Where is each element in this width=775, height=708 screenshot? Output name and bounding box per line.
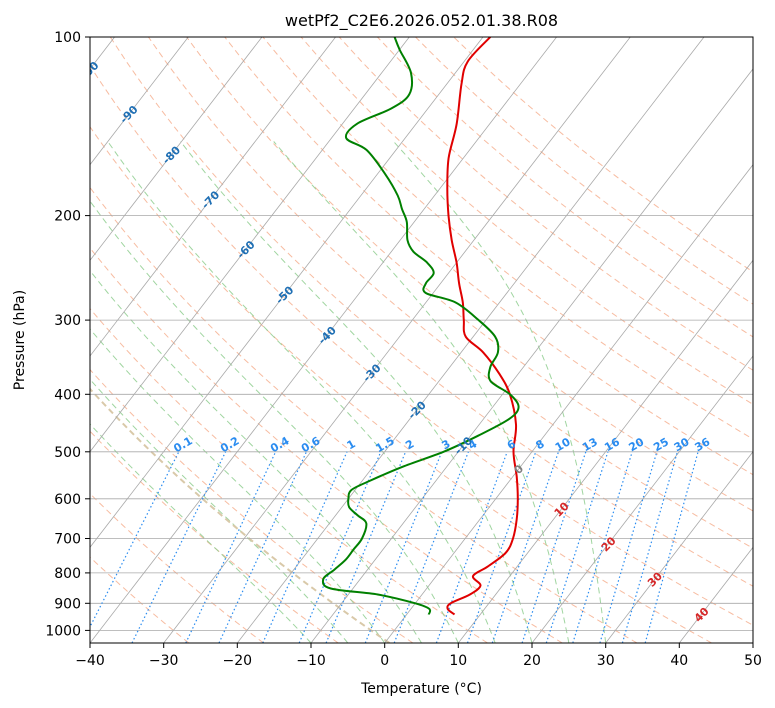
y-tick-label: 1000 (45, 623, 81, 639)
isotherm-line (457, 259, 753, 643)
dry-adiabat-line (90, 307, 488, 643)
y-tick-label: 300 (54, 313, 81, 329)
isotherm-line (236, 37, 705, 643)
chart-grid (90, 37, 753, 643)
x-tick-label: −30 (149, 653, 179, 669)
mixing-ratio-line (185, 451, 277, 643)
mixing-ratio-line (131, 451, 227, 643)
dry-adiabat-line (90, 186, 638, 643)
chart-traces (321, 37, 520, 616)
isotherm-label: -100 (73, 59, 102, 88)
y-tick-label: 100 (54, 30, 81, 46)
isotherm-line (310, 68, 753, 643)
mixing-ratio-line (466, 451, 537, 643)
isotherm-line (605, 451, 753, 643)
dewpoint-trace (321, 37, 520, 615)
dry-adiabat-line (415, 37, 753, 305)
chart-title: wetPf2_C2E6.2026.052.01.38.R08 (285, 11, 558, 31)
y-tick-label: 200 (54, 209, 81, 225)
isotherm-line (531, 355, 753, 643)
dry-adiabat-line (338, 37, 753, 371)
isotherm-line (90, 37, 336, 357)
mixing-ratio-line (298, 451, 382, 643)
x-tick-label: −20 (223, 653, 253, 669)
dry-adiabat-line (90, 125, 712, 643)
x-tick-label: 10 (449, 653, 467, 669)
dry-adiabat-line (109, 37, 753, 587)
dry-adiabat-line (90, 64, 753, 626)
mixing-ratio-line (599, 451, 658, 643)
y-tick-label: 400 (54, 387, 81, 403)
mixing-ratio-line (545, 451, 609, 643)
x-tick-label: 30 (597, 653, 615, 669)
x-tick-label: −40 (75, 653, 105, 669)
temperature-trace (446, 37, 519, 616)
x-tick-label: 20 (523, 653, 541, 669)
plot-frame (89, 36, 754, 644)
dry-adiabat-line (377, 37, 753, 338)
isotherm-line (90, 37, 484, 548)
reference-curve (90, 387, 390, 643)
y-tick-label: 800 (54, 566, 81, 582)
dry-adiabat-line (186, 37, 753, 512)
y-tick-label: 500 (54, 445, 81, 461)
mixing-ratio-line (572, 451, 633, 643)
x-tick-label: 0 (380, 653, 389, 669)
mixing-ratio-line (621, 451, 678, 643)
x-tick-label: 40 (670, 653, 688, 669)
isotherm-line (90, 37, 557, 643)
x-tick-label: 50 (744, 653, 762, 669)
isotherm-line (90, 37, 189, 166)
mixing-ratio-line (521, 451, 587, 643)
isotherm-line (90, 37, 410, 453)
isotherm-line (384, 164, 753, 643)
dry-adiabat-line (90, 556, 190, 643)
dry-adiabat-line (300, 37, 753, 405)
mixing-ratio-line (262, 451, 348, 643)
dry-adiabat-line (90, 247, 563, 643)
mixing-ratio-line (218, 451, 307, 643)
isotherm-line (90, 37, 263, 261)
y-axis-title: Pressure (hPa) (12, 290, 28, 390)
isotherm-line (163, 37, 631, 643)
x-tick-label: −10 (296, 653, 326, 669)
chart-axes: −40 −30 −20 −10 0 10 20 30 40 50 100 200 300 400 500 60… (45, 30, 762, 669)
x-axis-title: Temperature (°C) (360, 681, 482, 697)
y-tick-label: 600 (54, 492, 81, 508)
mixing-ratio-line (325, 451, 407, 643)
mixing-ratio-line (491, 451, 560, 643)
y-tick-label: 700 (54, 532, 81, 548)
y-tick-label: 900 (54, 596, 81, 612)
dry-adiabat-line (90, 430, 339, 643)
mixing-ratio-line (644, 451, 699, 643)
